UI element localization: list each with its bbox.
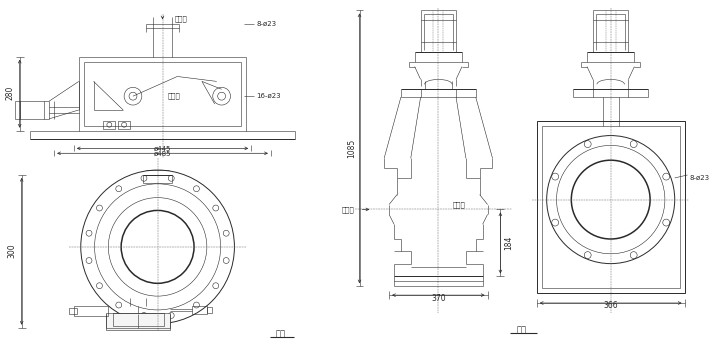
Text: 8-ø23: 8-ø23 bbox=[256, 21, 276, 27]
Bar bbox=[207, 307, 212, 313]
Text: 370: 370 bbox=[431, 294, 446, 303]
Text: 366: 366 bbox=[604, 301, 618, 310]
Text: 进料口: 进料口 bbox=[342, 206, 354, 213]
Bar bbox=[106, 313, 170, 330]
Bar bbox=[192, 306, 207, 314]
Bar bbox=[69, 308, 77, 314]
Polygon shape bbox=[94, 81, 123, 110]
Text: 图二: 图二 bbox=[275, 329, 285, 338]
Bar bbox=[104, 121, 115, 129]
Bar bbox=[118, 121, 130, 129]
Text: 300: 300 bbox=[7, 244, 16, 258]
Text: 出料口: 出料口 bbox=[453, 201, 466, 208]
Text: 图三: 图三 bbox=[517, 325, 527, 334]
Bar bbox=[537, 121, 684, 293]
Bar bbox=[74, 306, 109, 316]
Bar bbox=[114, 313, 165, 326]
Text: 280: 280 bbox=[6, 86, 14, 100]
Text: 184: 184 bbox=[504, 236, 513, 250]
Bar bbox=[542, 126, 679, 288]
Text: 16-ø23: 16-ø23 bbox=[256, 93, 280, 99]
Text: ø485: ø485 bbox=[154, 150, 171, 156]
Text: 出料口: 出料口 bbox=[168, 93, 180, 99]
Text: 1085: 1085 bbox=[347, 139, 356, 158]
Text: 8-ø23: 8-ø23 bbox=[689, 175, 709, 181]
Text: 进料口: 进料口 bbox=[175, 15, 187, 22]
Text: ø445: ø445 bbox=[154, 145, 171, 152]
